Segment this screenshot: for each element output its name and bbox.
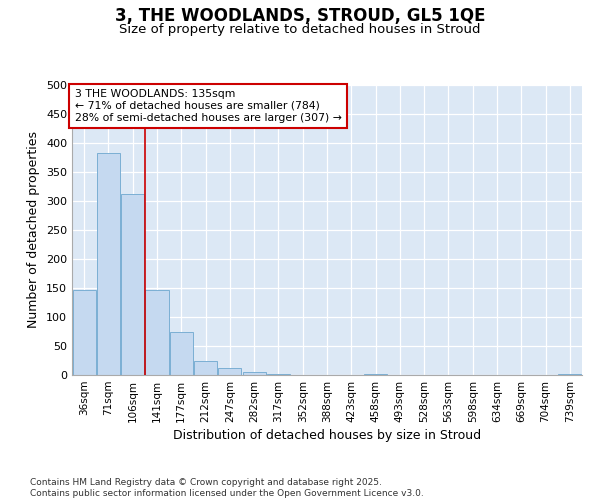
Text: Contains HM Land Registry data © Crown copyright and database right 2025.
Contai: Contains HM Land Registry data © Crown c… <box>30 478 424 498</box>
X-axis label: Distribution of detached houses by size in Stroud: Distribution of detached houses by size … <box>173 429 481 442</box>
Bar <box>242 372 266 375</box>
Bar <box>194 360 217 375</box>
Bar <box>145 290 169 375</box>
Bar <box>170 332 193 375</box>
Bar <box>267 374 290 375</box>
Bar <box>121 194 144 375</box>
Text: Size of property relative to detached houses in Stroud: Size of property relative to detached ho… <box>119 22 481 36</box>
Text: 3, THE WOODLANDS, STROUD, GL5 1QE: 3, THE WOODLANDS, STROUD, GL5 1QE <box>115 8 485 26</box>
Bar <box>364 374 387 375</box>
Bar <box>97 153 120 375</box>
Text: 3 THE WOODLANDS: 135sqm
← 71% of detached houses are smaller (784)
28% of semi-d: 3 THE WOODLANDS: 135sqm ← 71% of detache… <box>74 90 341 122</box>
Bar <box>218 368 241 375</box>
Bar <box>559 374 581 375</box>
Bar <box>73 290 95 375</box>
Y-axis label: Number of detached properties: Number of detached properties <box>28 132 40 328</box>
